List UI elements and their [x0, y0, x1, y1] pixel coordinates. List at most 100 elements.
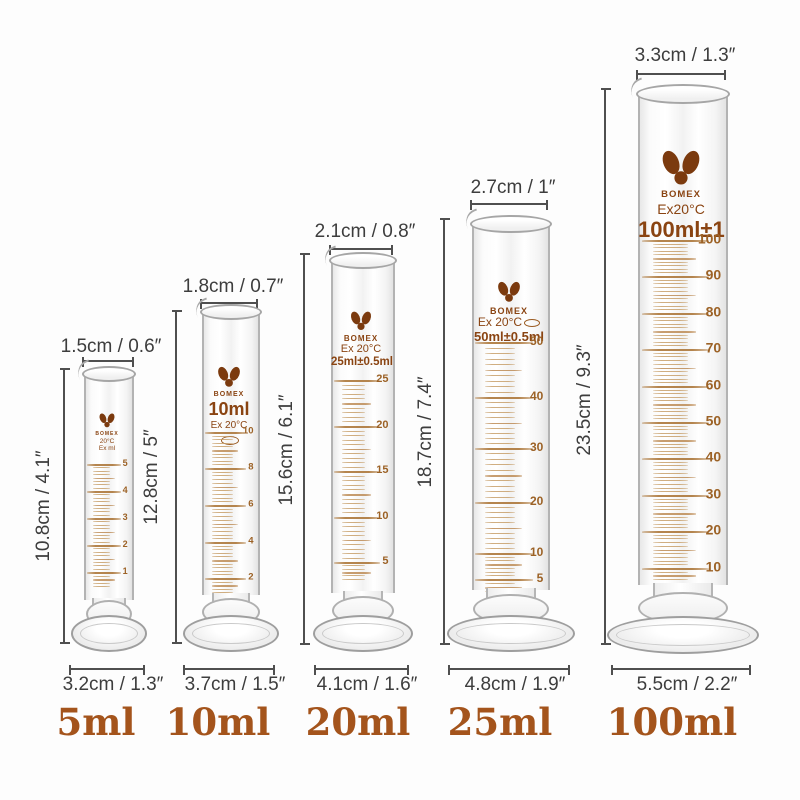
- graduation-tick: [212, 588, 233, 590]
- scale-number: 8: [248, 461, 254, 473]
- scale-number: 2: [122, 539, 128, 550]
- graduation-tick: [653, 465, 688, 467]
- graduation-tick: [341, 553, 366, 554]
- scale-number: 100: [697, 230, 722, 247]
- scale-number: 90: [705, 266, 722, 283]
- height-dimension: 12.8cm / 5″: [141, 429, 162, 525]
- graduation-tick: [485, 583, 515, 584]
- scale-number: 20: [705, 521, 722, 538]
- print-line-vol: 50ml±0.5ml: [472, 329, 546, 345]
- graduation-tick: [653, 352, 688, 354]
- graduation-tick: [92, 579, 115, 581]
- graduation-tick: [212, 530, 233, 532]
- graduation-tick: [341, 453, 366, 454]
- print-line-tiny: 20°C: [84, 438, 130, 445]
- graduation-tick: [653, 382, 688, 384]
- graduation-tick: [212, 471, 233, 473]
- graduation-tick: [92, 470, 111, 472]
- graduation-tick: [653, 553, 688, 555]
- graduation-tick: [653, 265, 688, 267]
- graduation-tick: [485, 532, 515, 534]
- graduation-tick: [641, 386, 709, 388]
- graduation-tick: [341, 521, 366, 523]
- graduation-tick: [212, 534, 233, 536]
- graduation-scale: 10 8 6 4 2: [204, 310, 254, 595]
- graduation-tick: [341, 457, 366, 459]
- graduation-tick: [92, 541, 111, 543]
- graduation-tick: [86, 572, 122, 574]
- print-line-big: 100ml±1: [638, 217, 725, 242]
- graduation-tick: [212, 486, 238, 488]
- graduation-tick: [341, 498, 366, 500]
- cylinder-base: [447, 615, 575, 652]
- graduation-tick: [212, 527, 233, 529]
- print-text: Ex20°C: [657, 200, 705, 217]
- graduation-tick: [485, 353, 515, 354]
- scale-number: 10: [705, 558, 722, 575]
- graduation-tick: [205, 505, 246, 507]
- print-line-brand: BOMEX: [638, 189, 724, 201]
- graduation-tick: [341, 439, 366, 441]
- graduation-tick: [485, 491, 515, 493]
- graduation-tick: [341, 539, 372, 541]
- graduation-tick: [485, 358, 515, 360]
- graduation-tick: [212, 435, 233, 437]
- graduation-tick: [205, 542, 246, 544]
- volume-label: 20ml: [305, 700, 411, 744]
- graduation-tick: [212, 545, 233, 547]
- graduation-tick: [92, 565, 111, 567]
- graduation-tick: [485, 512, 515, 514]
- scale-number: 30: [705, 485, 722, 502]
- scale-number: 3: [122, 512, 128, 523]
- cylinder-tube: [202, 310, 260, 595]
- graduation-tick: [341, 393, 366, 395]
- graduation-tick: [92, 521, 111, 523]
- graduation-tick: [212, 552, 233, 554]
- graduation-tick: [653, 454, 688, 456]
- scale-number: 30: [529, 439, 544, 454]
- cylinder-base: [607, 616, 759, 654]
- base-width-dimension-line: [314, 665, 409, 675]
- graduation-tick: [86, 464, 122, 466]
- bomex-logo-icon: [350, 311, 372, 330]
- graduation-tick: [653, 542, 688, 544]
- base-width-dimension: 5.5cm / 2.2″: [636, 674, 738, 695]
- graduation-scale: 100 90 80 70 60 50 40 30 20 10: [640, 92, 722, 585]
- graduation-tick: [341, 475, 366, 477]
- base-width-dimension-line: [69, 665, 145, 675]
- graduation-tick: [653, 290, 688, 292]
- print-line-brand: BOMEX: [84, 431, 130, 438]
- graduation-tick: [212, 439, 233, 441]
- graduation-tick: [653, 360, 688, 362]
- print-line-mid: Ex 20°C: [202, 420, 256, 432]
- graduation-tick: [641, 531, 709, 533]
- graduation-tick: [212, 460, 233, 462]
- scale-number: 4: [122, 485, 128, 496]
- graduation-tick: [641, 458, 709, 460]
- graduation-tick: [485, 485, 515, 487]
- graduation-tick: [653, 414, 688, 416]
- graduation-tick: [212, 538, 233, 540]
- graduation-tick: [92, 555, 111, 557]
- cylinder-base: [183, 615, 279, 652]
- height-dimension-line: [300, 253, 310, 645]
- graduation-tick: [485, 347, 515, 349]
- graduation-tick: [653, 393, 688, 395]
- graduation-tick: [653, 461, 688, 463]
- graduation-tick: [341, 575, 366, 577]
- top-width-dimension-line: [470, 200, 548, 210]
- graduation-tick: [653, 523, 688, 525]
- graduation-tick: [653, 247, 688, 249]
- top-width-dimension: 1.8cm / 0.7″: [182, 276, 284, 297]
- graduation-tick: [341, 448, 372, 450]
- graduation-tick: [485, 458, 515, 460]
- graduation-tick: [653, 374, 688, 376]
- graduation-tick: [92, 487, 111, 489]
- graduation-tick: [653, 578, 688, 580]
- graduation-tick: [485, 542, 515, 544]
- graduation-tick: [653, 400, 688, 402]
- print-line-brand: BOMEX: [472, 306, 546, 316]
- graduation-tick: [653, 450, 688, 452]
- graduation-tick: [334, 426, 381, 428]
- graduation-tick: [341, 462, 366, 463]
